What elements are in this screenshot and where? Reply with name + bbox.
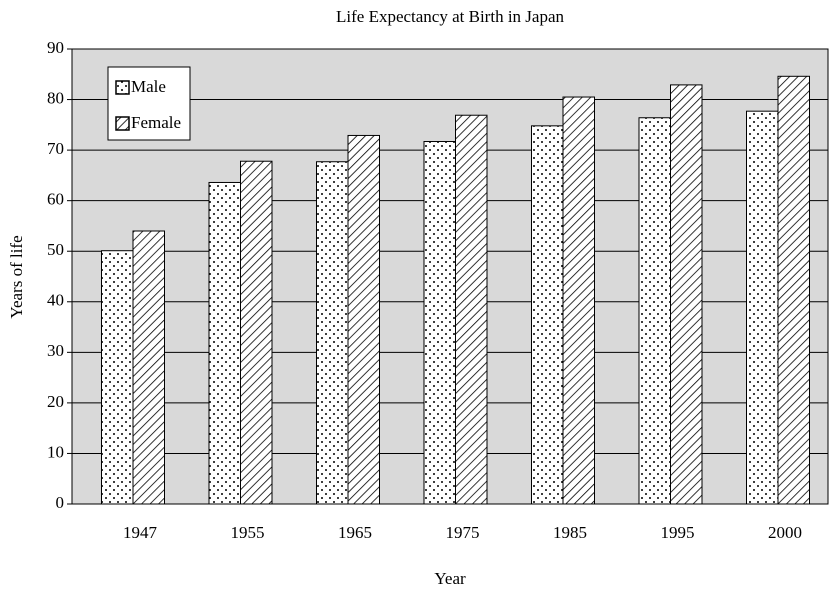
bar [316,161,349,505]
bar [101,250,134,505]
y-tick-label: 50 [47,240,64,259]
y-tick-label: 60 [47,190,64,209]
x-tick-label: 1975 [446,523,480,542]
x-tick-label: 1985 [553,523,587,542]
bar [240,160,273,505]
legend-label: Female [131,113,181,132]
y-tick-label: 70 [47,139,64,158]
bar [531,125,564,505]
chart-title: Life Expectancy at Birth in Japan [336,7,564,26]
bar [347,134,380,505]
y-tick-label: 10 [47,442,64,461]
y-axis-title: Years of life [7,235,26,318]
x-tick-label: 1947 [123,523,158,542]
bar [562,96,595,505]
bar [638,117,671,505]
x-tick-label: 1995 [661,523,695,542]
y-tick-label: 80 [47,88,64,107]
bar [208,181,241,505]
bar [132,230,165,505]
y-tick-label: 30 [47,341,64,360]
y-tick-label: 90 [47,38,64,57]
y-tick-label: 40 [47,291,64,310]
bar [746,110,779,505]
legend-swatch [115,116,130,131]
x-tick-label: 1955 [231,523,265,542]
x-tick-label: 1965 [338,523,372,542]
bar [777,75,810,505]
y-tick-label: 0 [56,493,65,512]
legend-label: Male [131,77,166,96]
x-tick-label: 2000 [768,523,802,542]
y-tick-label: 20 [47,392,64,411]
bar [423,141,456,505]
legend-swatch [115,80,130,95]
bar [670,84,703,505]
x-axis-title: Year [434,569,466,588]
bar [455,114,488,505]
